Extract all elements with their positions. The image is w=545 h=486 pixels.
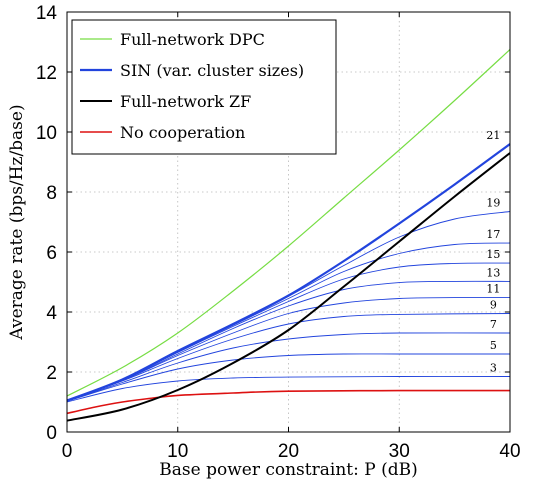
- legend-label: No cooperation: [120, 123, 245, 142]
- x-tick-label: 40: [499, 441, 520, 462]
- x-tick-label: 20: [278, 441, 299, 462]
- cluster-size-label: 21: [486, 129, 500, 142]
- tick-labels: 0 10 20 30 40 0 2 4 6 8 10 12 14: [36, 3, 521, 462]
- cluster-curve-11: [66, 297, 511, 402]
- cluster-curve-13: [66, 280, 511, 401]
- y-tick-label: 8: [46, 183, 57, 204]
- series-line-3: [66, 389, 511, 415]
- x-tick-label: 10: [167, 441, 188, 462]
- cluster-size-label: 13: [486, 266, 500, 279]
- cluster-size-label: 5: [490, 339, 497, 352]
- legend-label: Full-network ZF: [120, 92, 251, 111]
- y-tick-label: 2: [46, 363, 57, 384]
- cluster-curve-9: [66, 313, 511, 402]
- cluster-size-label: 11: [486, 283, 500, 296]
- cluster-size-label: 3: [490, 362, 497, 375]
- legend-label: SIN (var. cluster sizes): [120, 61, 304, 80]
- legend: Full-network DPC SIN (var. cluster sizes)…: [71, 19, 337, 155]
- cluster-curve-3: [66, 376, 511, 403]
- y-tick-label: 0: [46, 423, 57, 444]
- cluster-curve-5: [66, 353, 510, 402]
- y-tick-label: 6: [46, 243, 57, 264]
- y-tick-label: 14: [36, 3, 58, 24]
- legend-label: Full-network DPC: [120, 30, 265, 49]
- cluster-size-label: 15: [486, 248, 500, 261]
- series-line-2: [66, 152, 511, 422]
- y-tick-label: 4: [46, 303, 57, 324]
- y-axis-label: Average rate (bps/Hz/base): [7, 104, 27, 340]
- y-tick-label: 10: [36, 123, 57, 144]
- series-layer: [66, 49, 511, 422]
- cluster-size-label: 9: [490, 299, 497, 312]
- cluster-size-labels: 3 5 7 9 11 13 15 17 19 21: [486, 129, 500, 375]
- y-tick-label: 12: [36, 63, 57, 84]
- series-line-0: [66, 49, 511, 397]
- ticks: [66, 11, 511, 433]
- cluster-size-label: 17: [486, 228, 500, 241]
- cluster-size-label: 7: [490, 318, 497, 331]
- x-axis-label: Base power constraint: P (dB): [159, 460, 417, 480]
- cluster-size-label: 19: [486, 197, 500, 210]
- legend-box: [71, 19, 337, 155]
- x-tick-label: 30: [389, 441, 410, 462]
- x-tick-label: 0: [62, 441, 73, 462]
- series-line-1: [66, 143, 511, 402]
